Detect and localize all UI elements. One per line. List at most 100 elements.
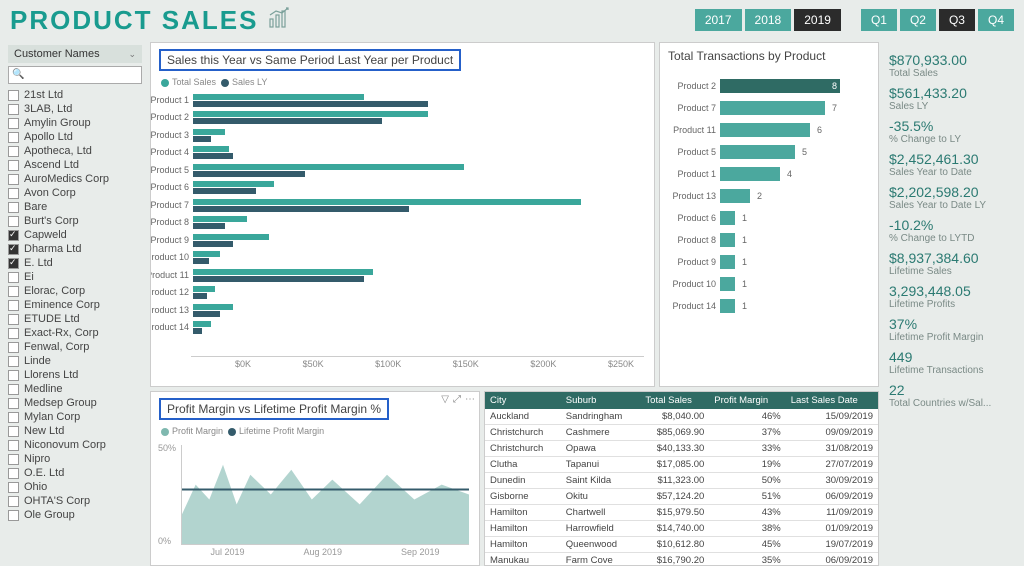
customer-item[interactable]: Llorens Ltd (8, 368, 142, 382)
checkbox[interactable] (8, 342, 19, 353)
table-row[interactable]: CluthaTapanui$17,085.0019%27/07/2019 (485, 457, 878, 473)
customer-item[interactable]: 3LAB, Ltd (8, 102, 142, 116)
trans-bar-row[interactable]: Product 101 (720, 273, 866, 295)
hbar-row[interactable]: Product 6 (191, 179, 644, 197)
customer-item[interactable]: 21st Ltd (8, 88, 142, 102)
customer-item[interactable]: Ei (8, 270, 142, 284)
table-row[interactable]: ChristchurchOpawa$40,133.3033%31/08/2019 (485, 441, 878, 457)
hbar-row[interactable]: Product 4 (191, 144, 644, 162)
customer-item[interactable]: Apollo Ltd (8, 130, 142, 144)
checkbox[interactable] (8, 314, 19, 325)
checkbox[interactable] (8, 398, 19, 409)
customer-item[interactable]: Medsep Group (8, 396, 142, 410)
customer-item[interactable]: Capweld (8, 228, 142, 242)
table-header[interactable]: Suburb (561, 392, 641, 409)
checkbox[interactable] (8, 482, 19, 493)
transactions-bars[interactable]: Product 28Product 77Product 116Product 5… (660, 69, 878, 317)
table-row[interactable]: AucklandSandringham$8,040.0046%15/09/201… (485, 409, 878, 425)
hbar-row[interactable]: Product 5 (191, 161, 644, 179)
visual-toolbar[interactable]: ▽ ⤢ ⋯ (441, 394, 475, 405)
customer-item[interactable]: Medline (8, 382, 142, 396)
trans-bar-row[interactable]: Product 91 (720, 251, 866, 273)
checkbox[interactable] (8, 188, 19, 199)
customer-item[interactable]: Fenwal, Corp (8, 340, 142, 354)
sales-hbars[interactable]: Product 1Product 2Product 3Product 4Prod… (151, 91, 654, 356)
quarter-btn-Q2[interactable]: Q2 (900, 9, 936, 31)
checkbox[interactable] (8, 90, 19, 101)
customer-item[interactable]: Linde (8, 354, 142, 368)
checkbox[interactable] (8, 174, 19, 185)
table-header[interactable]: City (485, 392, 561, 409)
customer-item[interactable]: Exact-Rx, Corp (8, 326, 142, 340)
checkbox[interactable] (8, 510, 19, 521)
quarter-btn-Q1[interactable]: Q1 (861, 9, 897, 31)
hbar-row[interactable]: Product 14 (191, 319, 644, 337)
checkbox[interactable] (8, 118, 19, 129)
table-header[interactable]: Last Sales Date (786, 392, 878, 409)
data-table[interactable]: CitySuburbTotal SalesProfit MarginLast S… (485, 392, 878, 566)
customer-item[interactable]: Niconovum Corp (8, 438, 142, 452)
hbar-row[interactable]: Product 10 (191, 249, 644, 267)
checkbox[interactable] (8, 230, 19, 241)
checkbox[interactable] (8, 440, 19, 451)
hbar-row[interactable]: Product 7 (191, 196, 644, 214)
table-row[interactable]: GisborneOkitu$57,124.2051%06/09/2019 (485, 489, 878, 505)
table-row[interactable]: DunedinSaint Kilda$11,323.0050%30/09/201… (485, 473, 878, 489)
table-row[interactable]: HamiltonChartwell$15,979.5043%11/09/2019 (485, 505, 878, 521)
trans-bar-row[interactable]: Product 28 (720, 75, 866, 97)
trans-bar-row[interactable]: Product 132 (720, 185, 866, 207)
table-row[interactable]: HamiltonQueenwood$10,612.8045%19/07/2019 (485, 537, 878, 553)
customer-item[interactable]: Nipro (8, 452, 142, 466)
trans-bar-row[interactable]: Product 61 (720, 207, 866, 229)
more-icon[interactable]: ⋯ (465, 394, 475, 405)
quarter-btn-Q4[interactable]: Q4 (978, 9, 1014, 31)
table-header[interactable]: Profit Margin (709, 392, 785, 409)
hbar-row[interactable]: Product 8 (191, 214, 644, 232)
hbar-row[interactable]: Product 2 (191, 109, 644, 127)
checkbox[interactable] (8, 370, 19, 381)
checkbox[interactable] (8, 412, 19, 423)
customer-item[interactable]: Ole Group (8, 508, 142, 522)
customer-item[interactable]: Eminence Corp (8, 298, 142, 312)
checkbox[interactable] (8, 426, 19, 437)
customer-item[interactable]: AuroMedics Corp (8, 172, 142, 186)
customer-item[interactable]: O.E. Ltd (8, 466, 142, 480)
focus-icon[interactable]: ⤢ (453, 394, 461, 405)
checkbox[interactable] (8, 328, 19, 339)
customer-item[interactable]: Apotheca, Ltd (8, 144, 142, 158)
checkbox[interactable] (8, 258, 19, 269)
checkbox[interactable] (8, 286, 19, 297)
hbar-row[interactable]: Product 1 (191, 91, 644, 109)
customer-item[interactable]: Dharma Ltd (8, 242, 142, 256)
checkbox[interactable] (8, 356, 19, 367)
slicer-title[interactable]: Customer Names ⌄ (8, 45, 142, 63)
table-row[interactable]: ChristchurchCashmere$85,069.9037%09/09/2… (485, 425, 878, 441)
table-row[interactable]: ManukauFarm Cove$16,790.2035%06/09/2019 (485, 553, 878, 566)
table-row[interactable]: HamiltonHarrowfield$14,740.0038%01/09/20… (485, 521, 878, 537)
hbar-row[interactable]: Product 13 (191, 301, 644, 319)
checkbox[interactable] (8, 132, 19, 143)
checkbox[interactable] (8, 202, 19, 213)
quarter-btn-Q3[interactable]: Q3 (939, 9, 975, 31)
trans-bar-row[interactable]: Product 77 (720, 97, 866, 119)
checkbox[interactable] (8, 244, 19, 255)
year-btn-2019[interactable]: 2019 (794, 9, 841, 31)
customer-item[interactable]: Avon Corp (8, 186, 142, 200)
customer-item[interactable]: Mylan Corp (8, 410, 142, 424)
checkbox[interactable] (8, 496, 19, 507)
checkbox[interactable] (8, 454, 19, 465)
trans-bar-row[interactable]: Product 141 (720, 295, 866, 317)
checkbox[interactable] (8, 384, 19, 395)
customer-search-input[interactable] (8, 66, 142, 84)
customer-item[interactable]: Ohio (8, 480, 142, 494)
trans-bar-row[interactable]: Product 81 (720, 229, 866, 251)
filter-icon[interactable]: ▽ (441, 394, 449, 405)
trans-bar-row[interactable]: Product 14 (720, 163, 866, 185)
checkbox[interactable] (8, 272, 19, 283)
table-header[interactable]: Total Sales (640, 392, 709, 409)
checkbox[interactable] (8, 300, 19, 311)
customer-item[interactable]: OHTA'S Corp (8, 494, 142, 508)
customer-item[interactable]: Bare (8, 200, 142, 214)
customer-item[interactable]: Ascend Ltd (8, 158, 142, 172)
checkbox[interactable] (8, 160, 19, 171)
